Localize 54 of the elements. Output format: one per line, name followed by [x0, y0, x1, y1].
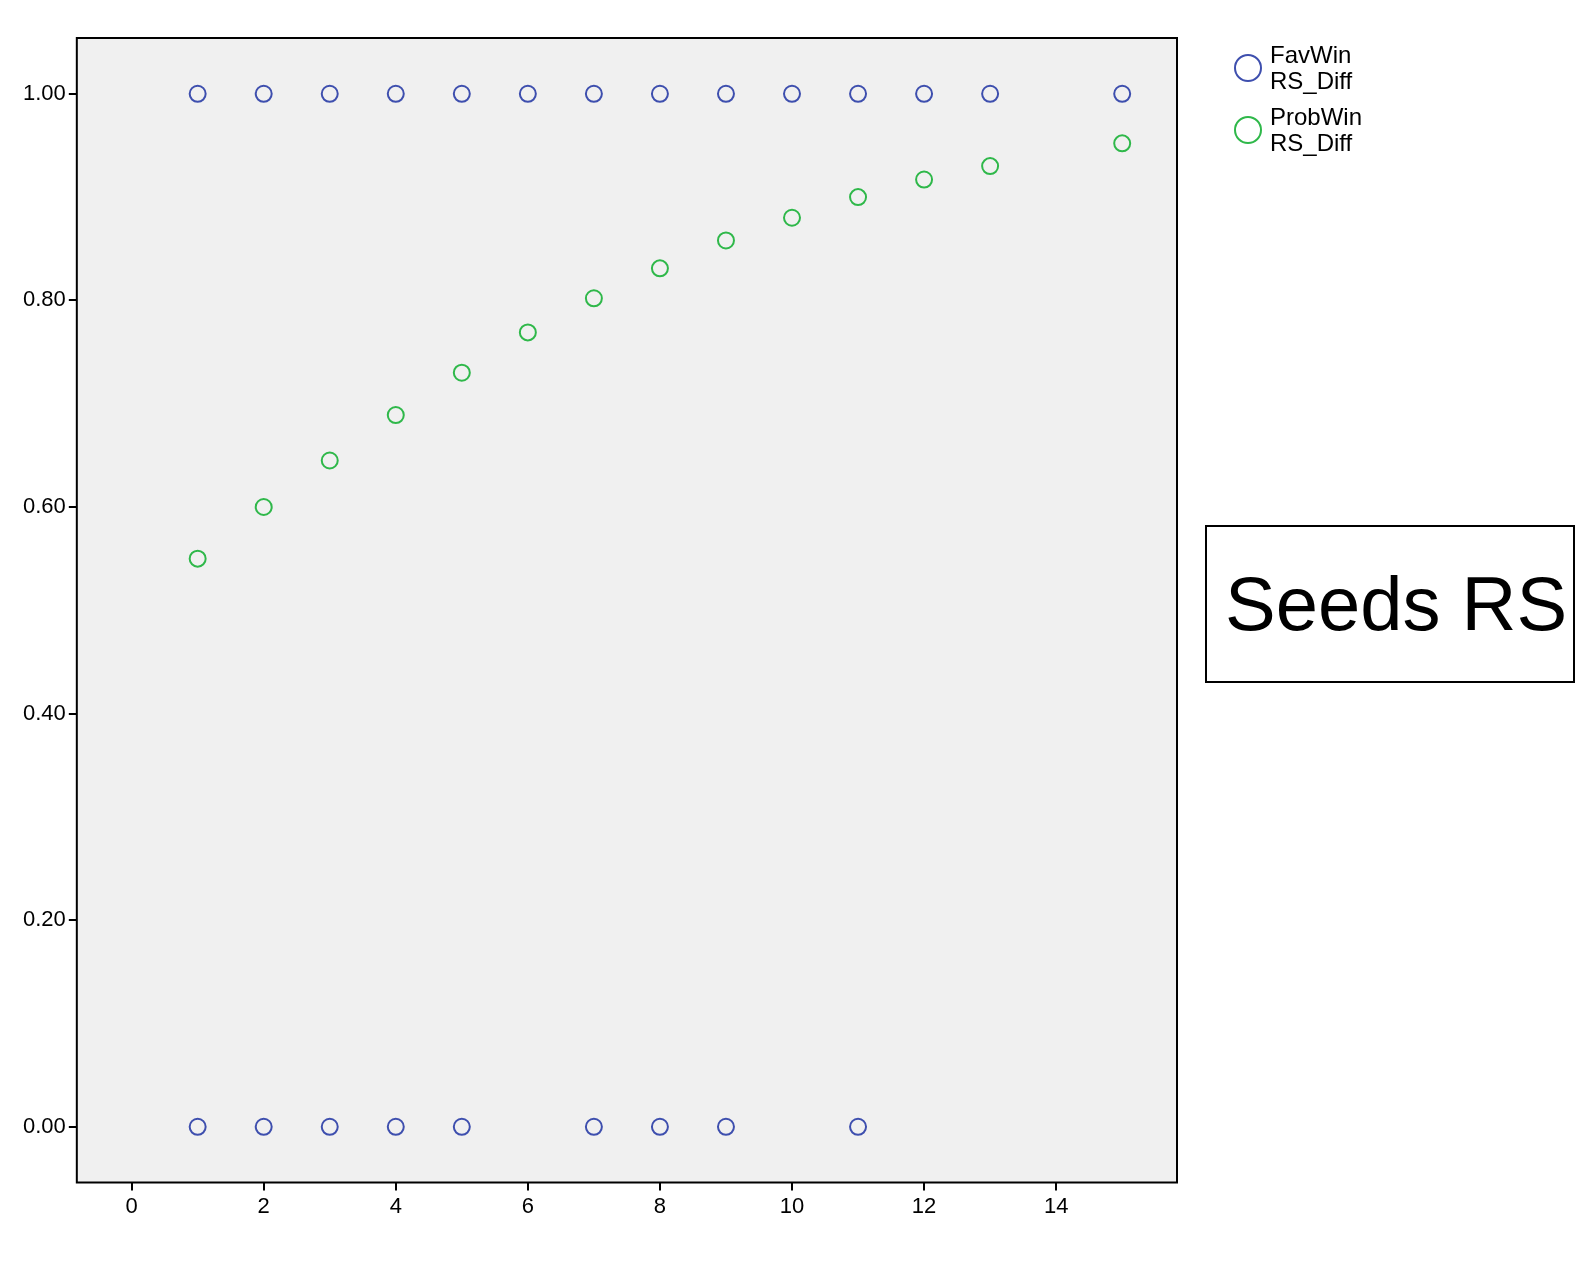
point	[254, 498, 273, 516]
y-tick-label: 0.40	[22, 699, 66, 725]
point	[650, 259, 669, 278]
point	[584, 1117, 603, 1136]
point	[915, 170, 934, 189]
point	[716, 231, 735, 250]
point	[650, 1117, 669, 1136]
point	[849, 188, 868, 207]
point	[188, 549, 207, 568]
point	[584, 84, 603, 103]
x-tick-label: 14	[1043, 1192, 1069, 1218]
point	[254, 1117, 273, 1136]
point	[452, 1117, 471, 1136]
point	[650, 84, 669, 103]
point	[849, 84, 868, 103]
point	[518, 84, 537, 103]
point	[386, 406, 405, 425]
legend-label: ProbWin RS_Diff	[1270, 103, 1363, 156]
point	[981, 157, 1000, 176]
point	[1113, 134, 1132, 153]
y-tick-label: 0.00	[22, 1112, 66, 1138]
point	[254, 84, 273, 103]
x-tick-label: 2	[257, 1192, 270, 1218]
x-tick-label: 12	[911, 1192, 937, 1218]
point	[452, 363, 471, 382]
point	[981, 84, 1000, 103]
x-tick-label: 6	[521, 1192, 534, 1218]
point	[1113, 84, 1132, 103]
point	[320, 1117, 339, 1136]
point	[849, 1117, 868, 1136]
x-tick-label: 8	[653, 1192, 667, 1218]
x-tick-label: 0	[125, 1192, 138, 1218]
point	[783, 208, 801, 227]
point	[188, 84, 207, 103]
point	[320, 84, 339, 103]
legend-label: FavWin RS_Diff	[1270, 41, 1354, 94]
y-tick-label: 0.60	[22, 493, 66, 519]
text: Seeds RS	[1205, 525, 1575, 683]
point	[188, 1117, 207, 1136]
point	[584, 289, 603, 308]
point	[716, 1117, 735, 1136]
y-tick-label: 0.80	[22, 286, 66, 312]
point	[915, 84, 934, 103]
x-tick-label: 10	[779, 1192, 805, 1218]
point	[783, 84, 801, 103]
point	[452, 84, 471, 103]
y-tick-label: 0.20	[22, 906, 66, 932]
point	[386, 1117, 405, 1136]
point	[518, 323, 537, 342]
point	[716, 84, 735, 103]
point	[320, 451, 339, 470]
point	[386, 84, 405, 103]
x-tick-label: 4	[389, 1192, 402, 1218]
y-tick-label: 1.00	[22, 79, 66, 105]
